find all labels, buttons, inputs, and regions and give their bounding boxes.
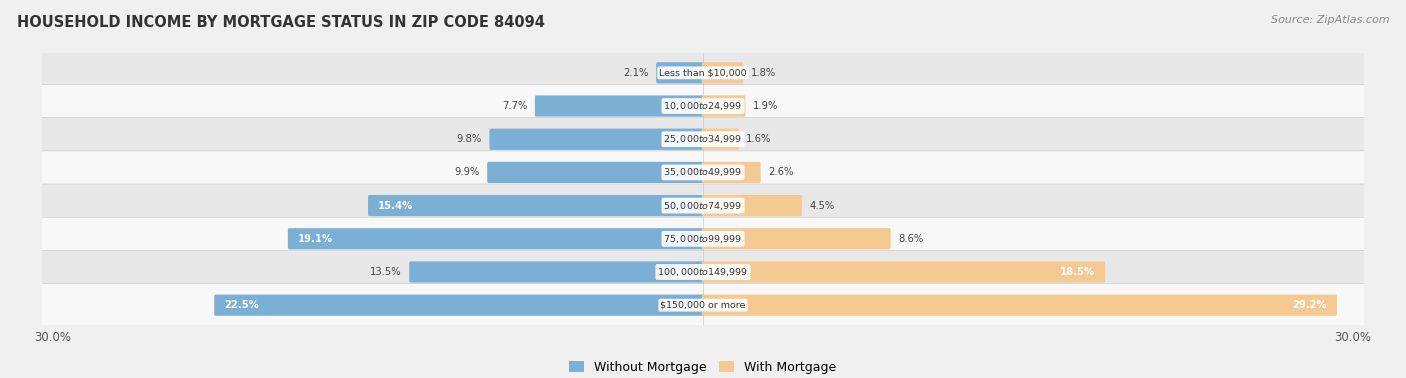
Text: HOUSEHOLD INCOME BY MORTGAGE STATUS IN ZIP CODE 84094: HOUSEHOLD INCOME BY MORTGAGE STATUS IN Z… <box>17 15 544 30</box>
FancyBboxPatch shape <box>702 129 740 150</box>
Text: Less than $10,000: Less than $10,000 <box>659 68 747 77</box>
FancyBboxPatch shape <box>702 228 890 249</box>
Text: $50,000 to $74,999: $50,000 to $74,999 <box>664 200 742 212</box>
FancyBboxPatch shape <box>39 184 1367 227</box>
FancyBboxPatch shape <box>657 62 704 84</box>
FancyBboxPatch shape <box>702 294 1337 316</box>
FancyBboxPatch shape <box>488 162 704 183</box>
FancyBboxPatch shape <box>409 261 704 283</box>
Text: 2.6%: 2.6% <box>768 167 793 177</box>
FancyBboxPatch shape <box>702 162 761 183</box>
FancyBboxPatch shape <box>368 195 704 216</box>
Text: $75,000 to $99,999: $75,000 to $99,999 <box>664 233 742 245</box>
FancyBboxPatch shape <box>39 51 1367 94</box>
FancyBboxPatch shape <box>39 118 1367 161</box>
FancyBboxPatch shape <box>39 250 1367 294</box>
Text: 9.8%: 9.8% <box>457 134 482 144</box>
FancyBboxPatch shape <box>489 129 704 150</box>
Text: 1.8%: 1.8% <box>751 68 776 78</box>
Text: 15.4%: 15.4% <box>378 201 413 211</box>
Text: $10,000 to $24,999: $10,000 to $24,999 <box>664 100 742 112</box>
Text: 7.7%: 7.7% <box>502 101 527 111</box>
FancyBboxPatch shape <box>214 294 704 316</box>
FancyBboxPatch shape <box>702 95 745 117</box>
FancyBboxPatch shape <box>534 95 704 117</box>
Text: $25,000 to $34,999: $25,000 to $34,999 <box>664 133 742 145</box>
Text: $35,000 to $49,999: $35,000 to $49,999 <box>664 166 742 178</box>
Text: 19.1%: 19.1% <box>298 234 333 244</box>
Text: $100,000 to $149,999: $100,000 to $149,999 <box>658 266 748 278</box>
FancyBboxPatch shape <box>702 62 744 84</box>
FancyBboxPatch shape <box>39 284 1367 327</box>
FancyBboxPatch shape <box>39 217 1367 260</box>
Text: 29.2%: 29.2% <box>1292 300 1327 310</box>
Text: 1.9%: 1.9% <box>752 101 778 111</box>
Text: 13.5%: 13.5% <box>370 267 402 277</box>
Text: Source: ZipAtlas.com: Source: ZipAtlas.com <box>1271 15 1389 25</box>
Text: 8.6%: 8.6% <box>898 234 924 244</box>
Text: 2.1%: 2.1% <box>623 68 648 78</box>
FancyBboxPatch shape <box>39 84 1367 128</box>
Text: 22.5%: 22.5% <box>224 300 259 310</box>
Text: 9.9%: 9.9% <box>454 167 479 177</box>
Legend: Without Mortgage, With Mortgage: Without Mortgage, With Mortgage <box>564 356 842 378</box>
Text: 1.6%: 1.6% <box>747 134 772 144</box>
FancyBboxPatch shape <box>39 151 1367 194</box>
FancyBboxPatch shape <box>702 195 801 216</box>
FancyBboxPatch shape <box>288 228 704 249</box>
FancyBboxPatch shape <box>702 261 1105 283</box>
Text: $150,000 or more: $150,000 or more <box>661 301 745 310</box>
Text: 4.5%: 4.5% <box>810 201 834 211</box>
Text: 18.5%: 18.5% <box>1060 267 1095 277</box>
